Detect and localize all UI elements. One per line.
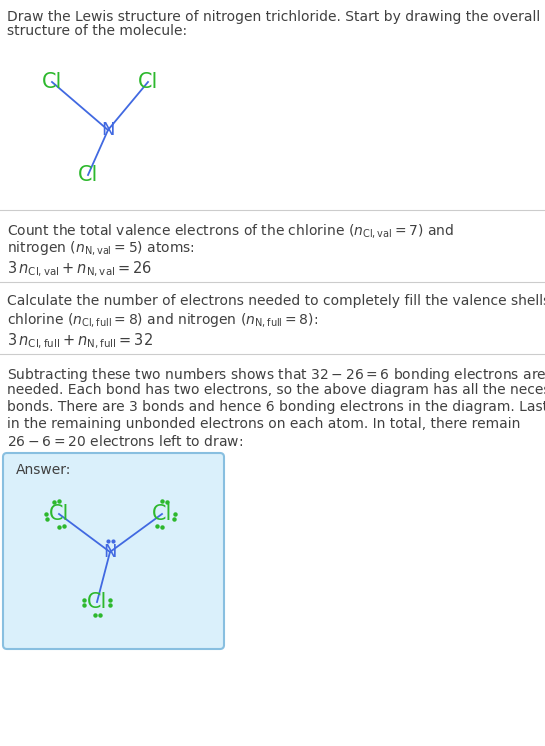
Text: Cl: Cl [152, 504, 172, 524]
Text: structure of the molecule:: structure of the molecule: [7, 24, 187, 38]
Text: Count the total valence electrons of the chlorine ($n_{\mathrm{Cl,val}} = 7$) an: Count the total valence electrons of the… [7, 222, 454, 240]
Text: Answer:: Answer: [16, 463, 71, 477]
Text: in the remaining unbonded electrons on each atom. In total, there remain: in the remaining unbonded electrons on e… [7, 417, 520, 431]
Text: Cl: Cl [78, 165, 98, 185]
Text: Cl: Cl [49, 504, 69, 524]
Text: needed. Each bond has two electrons, so the above diagram has all the necessary: needed. Each bond has two electrons, so … [7, 383, 545, 397]
Text: Cl: Cl [87, 592, 107, 612]
Text: $26 - 6 = 20$ electrons left to draw:: $26 - 6 = 20$ electrons left to draw: [7, 434, 243, 449]
Text: Cl: Cl [138, 72, 158, 92]
Text: N: N [101, 121, 115, 139]
Text: N: N [103, 543, 117, 561]
Text: $3\,n_{\mathrm{Cl,full}} + n_{\mathrm{N,full}} = 32$: $3\,n_{\mathrm{Cl,full}} + n_{\mathrm{N,… [7, 332, 153, 351]
FancyBboxPatch shape [3, 453, 224, 649]
Text: Calculate the number of electrons needed to completely fill the valence shells f: Calculate the number of electrons needed… [7, 294, 545, 308]
Text: Subtracting these two numbers shows that $32 - 26 = 6$ bonding electrons are: Subtracting these two numbers shows that… [7, 366, 545, 384]
Text: chlorine ($n_{\mathrm{Cl,full}} = 8$) and nitrogen ($n_{\mathrm{N,full}} = 8$):: chlorine ($n_{\mathrm{Cl,full}} = 8$) an… [7, 311, 318, 329]
Text: Draw the Lewis structure of nitrogen trichloride. Start by drawing the overall: Draw the Lewis structure of nitrogen tri… [7, 10, 540, 24]
Text: $3\,n_{\mathrm{Cl,val}} + n_{\mathrm{N,val}} = 26$: $3\,n_{\mathrm{Cl,val}} + n_{\mathrm{N,v… [7, 260, 152, 279]
Text: Cl: Cl [42, 72, 62, 92]
Text: bonds. There are 3 bonds and hence 6 bonding electrons in the diagram. Lastly, f: bonds. There are 3 bonds and hence 6 bon… [7, 400, 545, 414]
Text: nitrogen ($n_{\mathrm{N,val}} = 5$) atoms:: nitrogen ($n_{\mathrm{N,val}} = 5$) atom… [7, 239, 195, 257]
